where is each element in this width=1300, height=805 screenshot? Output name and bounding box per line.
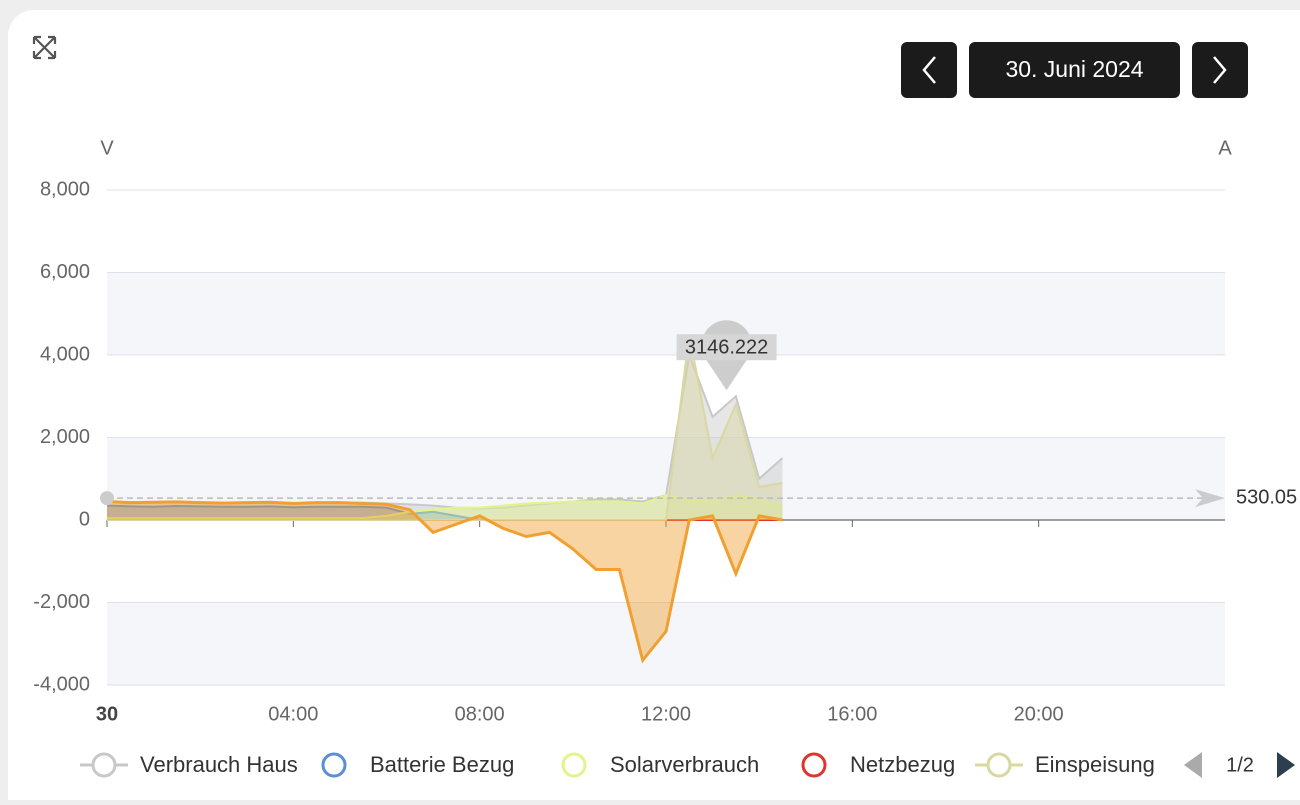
y-tick-label: 0 xyxy=(79,508,90,530)
series-area xyxy=(107,334,783,520)
y-tick-label: 2,000 xyxy=(40,426,90,448)
prev-button[interactable] xyxy=(901,42,957,98)
legend-prev[interactable] xyxy=(1184,752,1202,778)
legend-icon xyxy=(561,752,587,778)
x-tick-label: 12:00 xyxy=(641,703,691,725)
legend-item[interactable]: Einspeisung xyxy=(975,752,1155,778)
mark-point-label-bg xyxy=(676,334,777,361)
legend-icon xyxy=(801,752,827,778)
legend-page: 1/2 xyxy=(1226,754,1254,776)
y-tick-label: -4,000 xyxy=(33,673,90,695)
y-tick-label: -2,000 xyxy=(33,591,90,613)
y-tick-label: 6,000 xyxy=(40,261,90,283)
x-tick-label: 30 xyxy=(96,703,118,725)
legend-item[interactable]: Batterie Bezug xyxy=(321,752,514,778)
legend-clip xyxy=(1166,740,1180,790)
date-button[interactable]: 30. Juni 2024 xyxy=(969,42,1180,98)
legend-label: Netzbezug xyxy=(850,752,955,777)
legend-next[interactable] xyxy=(1277,752,1295,778)
series-area xyxy=(107,501,783,661)
legend-icon xyxy=(321,752,347,778)
y-axis-label: V xyxy=(100,137,114,159)
legend-icon xyxy=(986,752,1012,778)
legend-label: Batterie Bezug xyxy=(370,752,514,777)
x-tick-label: 20:00 xyxy=(1014,703,1064,725)
x-tick-label: 16:00 xyxy=(827,703,877,725)
legend-icon xyxy=(91,752,117,778)
legend-item[interactable]: Solarverbrauch xyxy=(561,752,759,778)
x-tick-label: 04:00 xyxy=(268,703,318,725)
mark-line-arrow xyxy=(1195,489,1225,508)
mark-point-label: 3146.222 xyxy=(685,336,768,358)
legend-label: Verbrauch Haus xyxy=(140,752,298,777)
x-tick-label: 08:00 xyxy=(455,703,505,725)
series-line xyxy=(107,334,783,521)
series-area xyxy=(107,505,783,520)
series-area xyxy=(107,355,783,520)
y-tick-label: 4,000 xyxy=(40,343,90,365)
legend-label: Einspeisung xyxy=(1035,752,1155,777)
plot-band xyxy=(107,602,1225,685)
legend: Verbrauch Haus Batterie Bezug Solarverbrau… xyxy=(80,740,1295,790)
next-button[interactable] xyxy=(1192,42,1248,98)
y2-axis-label: A xyxy=(1218,137,1232,159)
date-label: 30. Juni 2024 xyxy=(1005,56,1143,82)
plot-band xyxy=(107,272,1225,355)
mark-line-label: 530.05 xyxy=(1236,486,1297,508)
legend-item[interactable]: Netzbezug xyxy=(801,752,955,778)
mark-line-start xyxy=(100,491,114,506)
y-tick-label: 8,000 xyxy=(40,178,90,200)
expand-button[interactable] xyxy=(32,35,57,60)
legend-item[interactable]: Verbrauch Haus xyxy=(80,752,298,778)
plot: -4,000 -2,000 0 2,000 4,000 6,000 8,000 30 04:00… xyxy=(33,178,1297,725)
legend-label: Solarverbrauch xyxy=(610,752,759,777)
series-line xyxy=(106,499,783,664)
